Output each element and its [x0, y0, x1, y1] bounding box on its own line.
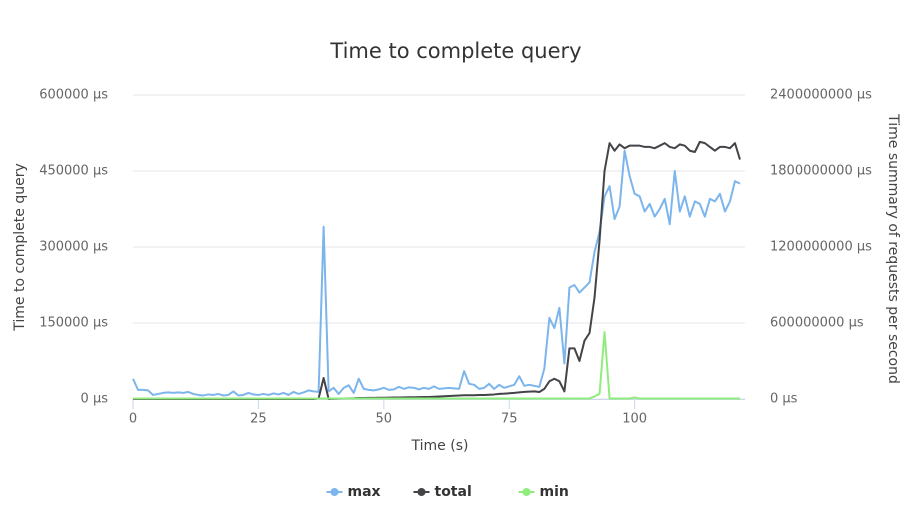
y-axis-title: Time to complete query	[12, 163, 28, 331]
y2-tick-label: 600000000 µs	[770, 316, 864, 331]
y2-tick-label: 2400000000 µs	[770, 88, 872, 103]
legend-label: min	[540, 484, 569, 500]
legend-item[interactable]: min	[518, 484, 569, 500]
y-tick-label: 300000 µs	[39, 240, 108, 255]
y-tick-label: 150000 µs	[39, 316, 108, 331]
x-axis-title: Time (s)	[411, 438, 469, 454]
x-tick-label: 50	[376, 412, 393, 427]
chart-title: Time to complete query	[329, 39, 581, 63]
legend-marker	[330, 488, 339, 496]
legend-label: total	[435, 484, 472, 500]
x-tick-label: 100	[622, 412, 647, 427]
x-tick-label: 0	[129, 412, 137, 427]
legend-marker	[417, 488, 426, 496]
series-line	[133, 331, 740, 400]
y-tick-label: 600000 µs	[39, 88, 108, 103]
y2-tick-label: 1800000000 µs	[770, 164, 872, 179]
y2-tick-label: 0 µs	[770, 392, 798, 407]
legend-marker	[522, 488, 531, 496]
y2-tick-label: 1200000000 µs	[770, 240, 872, 255]
series-line	[132, 149, 741, 397]
legend-item[interactable]: max	[326, 484, 381, 500]
legend-item[interactable]: total	[413, 484, 472, 500]
y2-axis-title: Time summary of requests per second	[885, 113, 901, 384]
x-tick-label: 25	[250, 412, 267, 427]
y-tick-label: 0 µs	[81, 392, 109, 407]
y-tick-label: 450000 µs	[39, 164, 108, 179]
legend-label: max	[348, 484, 381, 500]
x-tick-label: 75	[501, 412, 518, 427]
series-line	[133, 140, 741, 400]
